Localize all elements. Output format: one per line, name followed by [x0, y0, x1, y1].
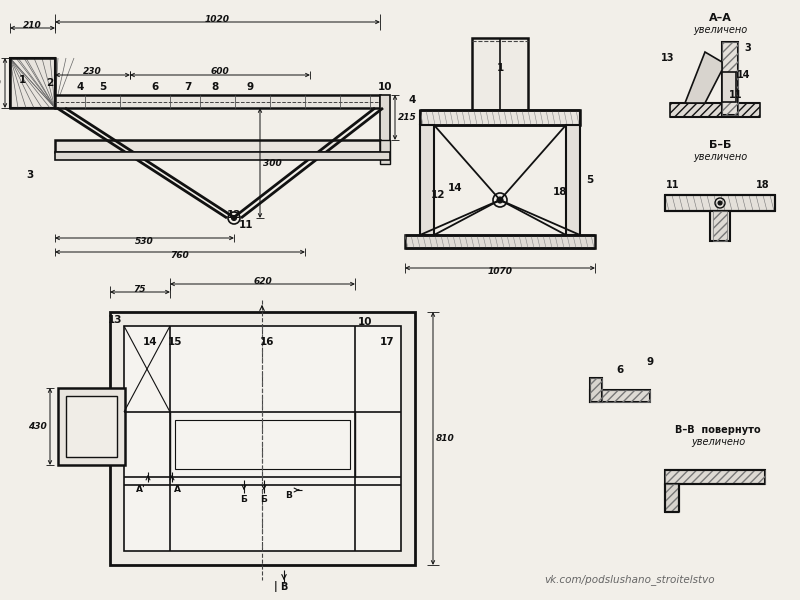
Text: Б: Б	[261, 496, 267, 505]
Bar	[380, 140, 390, 164]
Text: 760: 760	[170, 251, 190, 259]
Bar	[665, 470, 765, 484]
Text: В: В	[286, 491, 293, 499]
Text: А': А'	[136, 485, 146, 493]
Bar	[590, 378, 602, 402]
Text: 210: 210	[23, 20, 42, 29]
Text: увеличено: увеличено	[691, 437, 745, 447]
Text: 810: 810	[436, 434, 454, 443]
Text: 12: 12	[430, 190, 446, 200]
Bar	[665, 484, 679, 512]
Text: 14: 14	[448, 183, 462, 193]
Bar	[405, 235, 595, 248]
Text: 215: 215	[398, 113, 417, 122]
Text: Б: Б	[241, 496, 247, 505]
Text: А: А	[174, 485, 181, 493]
Text: 12: 12	[226, 210, 242, 220]
Text: 7: 7	[184, 82, 192, 92]
Bar	[665, 470, 765, 484]
Bar	[670, 103, 760, 117]
Bar	[710, 211, 730, 241]
Bar	[722, 42, 738, 115]
Bar	[590, 390, 650, 402]
Bar	[665, 195, 775, 211]
Text: 430: 430	[28, 422, 47, 431]
Text: 14: 14	[142, 337, 158, 347]
Text: 2: 2	[46, 78, 54, 88]
Bar	[420, 110, 580, 125]
Text: 17: 17	[380, 337, 394, 347]
Bar	[10, 58, 55, 108]
Text: увеличено: увеличено	[693, 25, 747, 35]
Bar	[55, 95, 380, 108]
Text: увеличено: увеличено	[693, 152, 747, 162]
Text: 9: 9	[646, 357, 654, 367]
Bar	[66, 396, 117, 457]
Bar	[590, 390, 650, 402]
Bar	[124, 326, 401, 551]
Text: 16: 16	[260, 337, 274, 347]
Text: 1: 1	[496, 63, 504, 73]
Text: 230: 230	[83, 67, 102, 76]
Bar	[722, 72, 736, 102]
Text: vk.com/podslushano_stroitelstvo: vk.com/podslushano_stroitelstvo	[545, 575, 715, 586]
Text: 600: 600	[210, 67, 230, 76]
Circle shape	[718, 201, 722, 205]
Text: В: В	[280, 582, 288, 592]
Text: 3: 3	[26, 170, 34, 180]
Text: 14: 14	[738, 70, 750, 80]
Text: 3: 3	[745, 43, 751, 53]
Bar	[380, 95, 390, 152]
Text: 11: 11	[730, 90, 742, 100]
Bar	[665, 484, 679, 512]
Text: 300: 300	[263, 158, 282, 167]
Text: 10: 10	[378, 82, 392, 92]
Text: 5: 5	[586, 175, 594, 185]
Bar	[110, 312, 415, 565]
Bar	[175, 420, 350, 469]
Text: 8: 8	[211, 82, 218, 92]
Circle shape	[497, 197, 503, 203]
Text: 13: 13	[662, 53, 674, 63]
Circle shape	[231, 215, 237, 220]
Bar	[55, 152, 390, 160]
Text: 6: 6	[616, 365, 624, 375]
Bar	[590, 378, 602, 402]
Text: 18: 18	[756, 180, 770, 190]
Bar	[55, 140, 380, 152]
Text: 1020: 1020	[205, 14, 230, 23]
Text: 18: 18	[553, 187, 567, 197]
Text: 620: 620	[253, 277, 272, 286]
Bar	[420, 125, 434, 235]
Text: 11: 11	[666, 180, 680, 190]
Text: 5: 5	[99, 82, 106, 92]
Text: 530: 530	[135, 236, 154, 245]
Text: 4: 4	[408, 95, 416, 105]
Text: 1: 1	[18, 75, 26, 85]
Text: 13: 13	[108, 315, 122, 325]
Bar	[10, 58, 55, 108]
Text: 6: 6	[151, 82, 158, 92]
Text: Б–Б: Б–Б	[709, 140, 731, 150]
Text: 4: 4	[76, 82, 84, 92]
Polygon shape	[675, 52, 722, 103]
Text: 230: 230	[0, 79, 2, 88]
Text: 75: 75	[134, 284, 146, 293]
Text: |: |	[274, 581, 278, 593]
Bar	[713, 211, 727, 241]
Text: 15: 15	[168, 337, 182, 347]
Text: 1070: 1070	[487, 266, 513, 275]
Text: А–А: А–А	[709, 13, 731, 23]
Text: В–В  повернуто: В–В повернуто	[675, 425, 761, 435]
Text: 10: 10	[358, 317, 372, 327]
Bar	[472, 38, 528, 110]
Bar	[58, 388, 125, 465]
Text: 9: 9	[246, 82, 254, 92]
Text: 11: 11	[238, 220, 254, 230]
Bar	[566, 125, 580, 235]
Bar	[722, 42, 738, 115]
